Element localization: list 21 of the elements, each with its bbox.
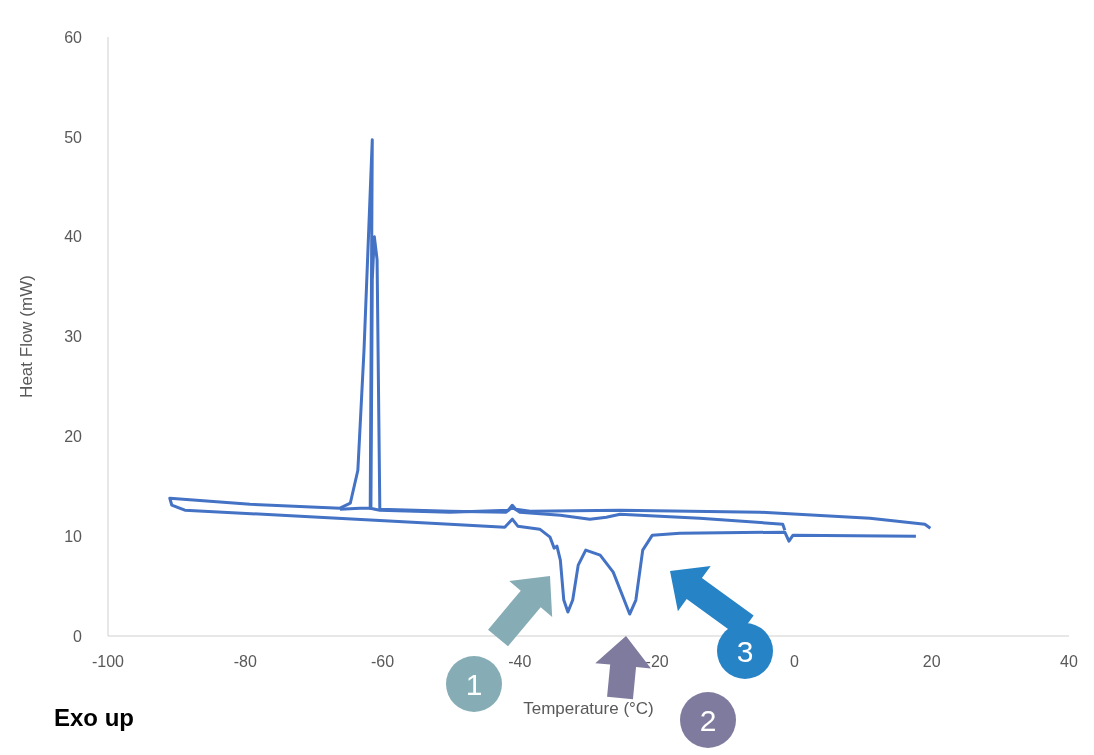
x-tick-label: 20 xyxy=(922,653,941,671)
x-tick-label: 0 xyxy=(789,653,799,671)
annotation: 3 xyxy=(736,635,754,668)
y-tick-label: 40 xyxy=(64,228,83,246)
x-tick-label: -60 xyxy=(371,653,395,671)
y-tick-label: 50 xyxy=(64,128,83,146)
text: 2 xyxy=(699,704,717,737)
text: Exo up xyxy=(54,704,135,732)
x-axis-title: Temperature (°C) xyxy=(523,699,654,718)
y-tick-label: 60 xyxy=(64,28,83,46)
y-axis-title: Heat Flow (mW) xyxy=(17,275,37,398)
y-tick-label: 0 xyxy=(73,627,83,645)
y-tick-label: 10 xyxy=(64,527,83,545)
x-tick-label: -80 xyxy=(233,653,257,671)
x-tick-label: -20 xyxy=(645,653,669,671)
x-tick-label: -40 xyxy=(508,653,532,671)
text: 1 xyxy=(465,668,483,701)
x-tick-label: 40 xyxy=(1060,653,1078,671)
y-tick-label: 30 xyxy=(64,328,83,346)
x-tick-label: -100 xyxy=(91,653,125,671)
y-tick-label: 20 xyxy=(64,428,83,446)
